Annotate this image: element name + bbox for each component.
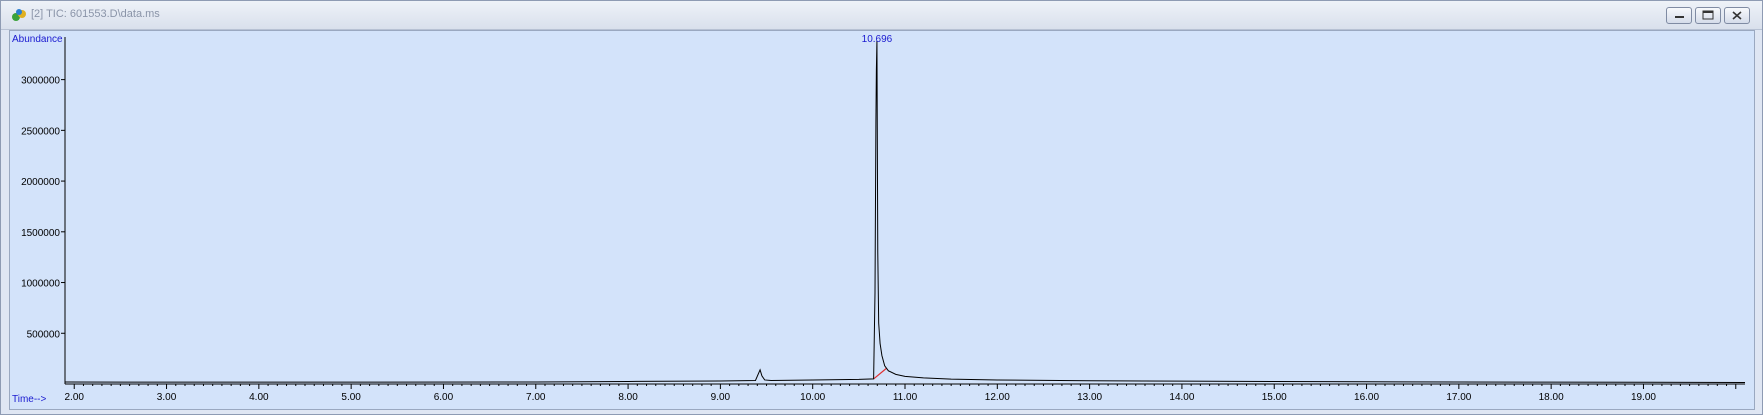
x-tick-label: 12.00 <box>985 392 1010 403</box>
x-tick-label: 9.00 <box>711 392 731 403</box>
peak-label: 10.696 <box>862 34 893 45</box>
x-axis-title: Time--> <box>12 394 47 405</box>
x-tick-label: 14.00 <box>1169 392 1194 403</box>
x-tick-label: 8.00 <box>618 392 638 403</box>
y-tick-label: 2000000 <box>21 177 60 188</box>
chromatogram-plot-area[interactable]: Abundance Time--> 500000 1000000 1500000 2000… <box>9 30 1755 410</box>
x-tick-label: 13.00 <box>1077 392 1102 403</box>
tic-chart[interactable]: Abundance Time--> 500000 1000000 1500000 2000… <box>10 31 1754 409</box>
y-tick-label: 500000 <box>27 329 61 340</box>
x-tick-label: 19.00 <box>1631 392 1656 403</box>
x-tick-label: 11.00 <box>893 392 918 403</box>
chromatogram-app-icon <box>12 9 26 21</box>
x-tick-label: 16.00 <box>1354 392 1379 403</box>
restore-icon <box>1702 10 1714 20</box>
restore-button[interactable] <box>1695 7 1721 24</box>
y-axis-title: Abundance <box>12 34 63 45</box>
peak-baseline <box>873 367 887 380</box>
x-tick-label: 17.00 <box>1446 392 1471 403</box>
minimize-icon <box>1675 16 1684 18</box>
close-icon <box>1732 11 1742 20</box>
window-title: [2] TIC: 601553.D\data.ms <box>31 8 160 20</box>
y-tick-label: 1000000 <box>21 279 60 290</box>
tic-trace <box>64 41 1746 383</box>
close-button[interactable] <box>1724 7 1750 24</box>
x-tick-label: 18.00 <box>1539 392 1564 403</box>
x-tick-label: 7.00 <box>526 392 546 403</box>
x-tick-label: 6.00 <box>434 392 454 403</box>
minimize-button[interactable] <box>1666 7 1692 24</box>
x-tick-label: 15.00 <box>1262 392 1287 403</box>
y-tick-label: 1500000 <box>21 228 60 239</box>
y-tick-label: 3000000 <box>21 76 60 87</box>
y-tick-label: 2500000 <box>21 126 60 137</box>
x-tick-label: 3.00 <box>157 392 177 403</box>
window-titlebar[interactable]: [2] TIC: 601553.D\data.ms <box>1 1 1762 30</box>
x-tick-label: 2.00 <box>64 392 84 403</box>
x-tick-label: 4.00 <box>249 392 269 403</box>
x-tick-label: 5.00 <box>341 392 361 403</box>
x-tick-label: 10.00 <box>800 392 825 403</box>
